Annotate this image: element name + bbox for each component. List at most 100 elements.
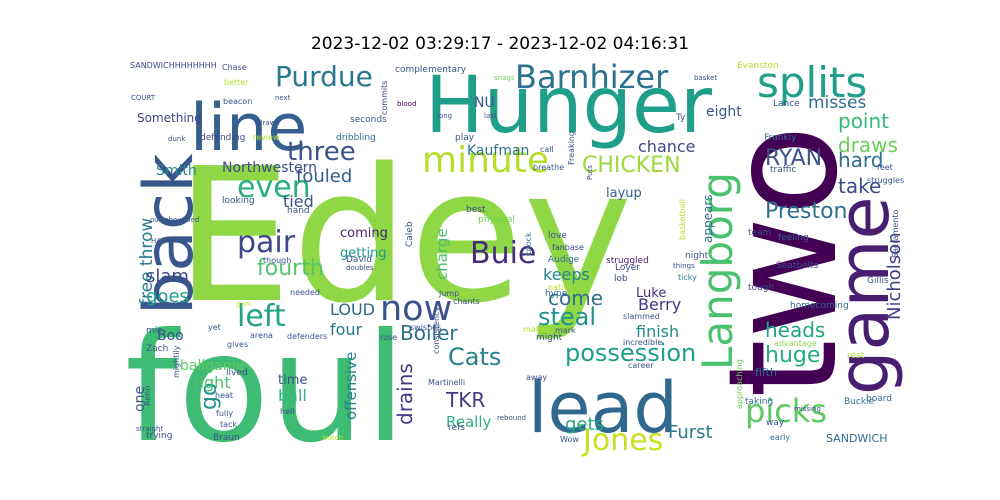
word-coming: coming [340,226,388,241]
word-last: last [484,112,497,120]
word-makes: makes [523,325,549,334]
word-go: go [197,383,222,410]
word-tack: tack [220,420,237,429]
word-feet: feet [877,163,893,172]
word-game: game [823,196,905,395]
word-huge: huge [765,343,820,368]
word-one: one [132,386,148,412]
word-berry: Berry [638,295,681,314]
word-tkr: TKR [445,388,485,412]
word-defending: defending [200,133,245,143]
word-outrebounded: outrebounded [150,216,199,224]
word-play: play [455,133,475,143]
word-physical: physical [478,215,515,225]
word-zach: Zach [146,344,168,354]
word-half: HALF [151,237,169,245]
word-puts: Puts [586,165,594,180]
word-foul: foul [125,302,406,476]
word-fifth: fifth [755,366,777,379]
word-ballgame: ballgame [180,358,245,374]
word-sandwich: SANDWICH [826,432,887,445]
word-fourth: fourth [257,256,324,281]
word-martinelli: Martinelli [428,378,465,387]
word-getting: getting [340,246,387,261]
word-layup: layup [606,186,642,201]
word-fouled: fouled [296,166,352,187]
word-basketball: basketball [678,199,687,240]
word-might: might [536,333,563,343]
word-incredible: incredible [623,338,662,347]
word-beacon: beacon [223,97,252,106]
word-away: away [526,373,547,382]
word-preston: Preston [765,199,847,224]
word-seconds: seconds [350,115,387,125]
word-drawn: drawn [258,119,280,127]
word-jump: Jump [438,289,459,298]
word-rebound: rebound [497,414,526,422]
word-though: though [263,256,291,265]
word-renn: Renn [143,386,152,406]
word-rest: rest [847,351,865,361]
word-goes: goes [146,286,189,307]
word-next: next [275,94,291,102]
word-lance: Lance [773,99,800,109]
word-charge: charge [433,228,451,280]
word-dunk: dunk [168,135,186,143]
word-nu: NU [474,95,495,111]
word-keeps: keeps [543,265,590,284]
word-slammed: slammed [623,312,660,321]
word-jones: Jones [581,423,663,458]
word-yet: yet [208,323,221,332]
word-eight: eight [706,104,742,120]
word-smith: Smith [156,163,197,179]
word-seatbelts: Seatbelts [776,261,819,271]
word-possession: possession [565,339,696,367]
word-purdue: Purdue [275,60,373,93]
word-point: point [838,109,889,133]
word-luke: Luke [636,286,666,301]
word-draws: draws [838,133,898,157]
word-chase: Chase [222,63,247,72]
word-long: long [437,112,452,120]
word-kaufman: Kaufman [467,143,529,159]
word-ty: Ty [675,113,686,123]
word-heat: heat [215,391,233,400]
word-edey: Edey [175,128,633,344]
word-five: Five [455,290,469,298]
word-blood: blood [397,100,416,108]
word-gillis: Gillis [867,276,889,286]
word-board: board [866,394,892,404]
word-call: call [540,145,554,154]
word-arena: arena [250,331,273,340]
word-things: things [673,262,695,270]
word-struggles: struggles [867,176,904,185]
word-rose: rose [380,333,397,342]
word-come: come [548,286,603,310]
word-barnhizer: Barnhizer [515,58,669,96]
word-heads: heads [765,318,825,342]
word-consistency: consistency [432,307,441,354]
word-left: left [237,299,286,334]
word-now: now [380,289,452,329]
word-needed: needed [290,288,320,297]
word-three: three [287,137,356,167]
word-breathe: breathe [533,163,564,172]
word-knock: knock [524,232,533,256]
word-really: Really [446,413,492,431]
word-defenders: defenders [287,332,327,341]
word-david: David [346,255,372,265]
word-loud: LOUD [330,300,375,319]
word-career: career [628,361,654,370]
word-chance: chance [638,137,696,156]
word-fanbase: fanbase [552,243,584,252]
word-missing: missing [794,405,821,413]
word-swishes: swishes [410,323,441,332]
word-evanston: Evanston [737,61,779,71]
word-take: take [838,174,881,198]
word-night: night [685,251,709,261]
word-wow: Wow [560,435,579,444]
word-gives: gives [227,340,248,349]
word-finish: finish [636,322,679,341]
word-misses: misses [808,93,866,113]
